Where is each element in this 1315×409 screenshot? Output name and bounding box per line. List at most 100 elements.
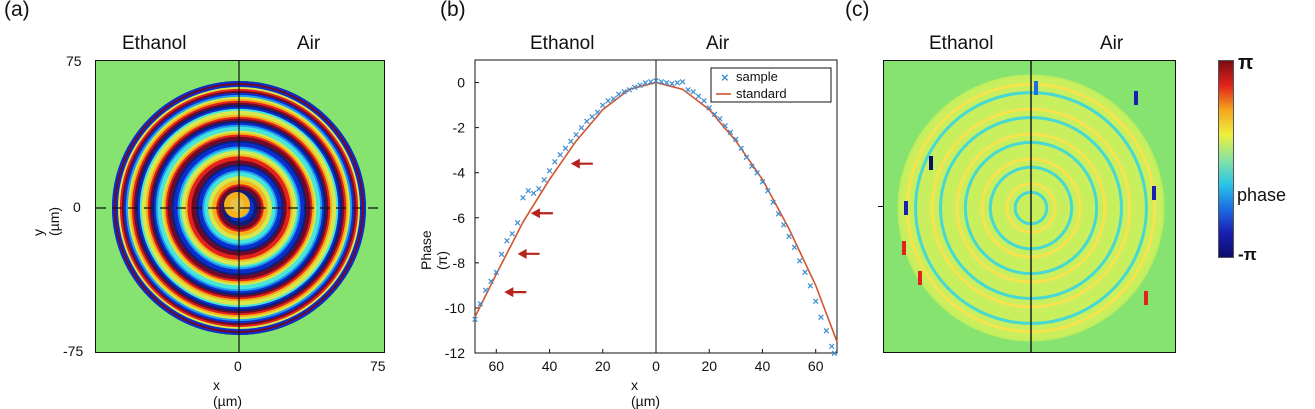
y-tick-label-b: 0 [457, 75, 465, 91]
sample-point: × [701, 96, 707, 108]
y-tick-label-b: -6 [453, 210, 466, 226]
sample-point: × [690, 87, 696, 99]
y-tick-label-b: -8 [453, 255, 466, 271]
x-axis-label-a: x (µm) [213, 377, 243, 409]
series-standard-line [474, 81, 838, 342]
sample-point: × [530, 188, 536, 200]
legend-sample-label: sample [736, 69, 778, 84]
legend-sample-marker: × [721, 70, 729, 85]
sample-point: × [743, 152, 749, 164]
sample-point: × [605, 96, 611, 108]
panel-label-b: (b) [440, 0, 466, 21]
y-axis-label-a: y (µm) [30, 206, 62, 236]
sample-point: × [669, 79, 675, 91]
sample-point: × [823, 325, 829, 337]
sample-point: × [477, 298, 483, 310]
sample-point: × [802, 267, 808, 279]
sample-point: × [573, 129, 579, 141]
panel-label-a: (a) [4, 0, 30, 21]
sample-point: × [562, 143, 568, 155]
x-tick-label-b: 60 [489, 358, 505, 374]
header-ethanol-b: Ethanol [530, 33, 595, 54]
sample-point: × [717, 114, 723, 126]
sample-point: × [578, 123, 584, 135]
sample-point: × [812, 296, 818, 308]
x-tick-label-b: 0 [652, 358, 660, 374]
y-tick-a-bottom: -75 [63, 343, 84, 359]
sample-point: × [642, 78, 648, 90]
sample-point: × [584, 116, 590, 128]
sample-point: × [557, 150, 563, 162]
annotation-arrow [517, 248, 540, 259]
sample-point: × [775, 208, 781, 220]
annotation-arrow [570, 158, 593, 169]
y-tick-label-b: -2 [453, 120, 466, 136]
sample-point: × [589, 111, 595, 123]
left-tick-c [878, 206, 883, 207]
phase-map-a [95, 60, 385, 353]
x-tick-label-b: 20 [595, 358, 611, 374]
y-tick-label-b: -4 [453, 165, 466, 181]
sample-point: × [482, 285, 488, 297]
phase-artifact-c [1144, 291, 1148, 305]
panel-label-c: (c) [845, 0, 870, 21]
ring-core-a [230, 198, 244, 212]
sample-point: × [616, 89, 622, 101]
sample-point: × [749, 161, 755, 173]
sample-point: × [733, 134, 739, 146]
annotation-arrow [504, 287, 527, 298]
sample-point: × [493, 267, 499, 279]
phase-artifact-c [904, 201, 908, 215]
x-tick-label-b: 40 [755, 358, 771, 374]
phase-artifact-c [918, 271, 922, 285]
sample-point: × [722, 120, 728, 132]
sample-point: × [807, 280, 813, 292]
sample-point: × [504, 235, 510, 247]
sample-point: × [621, 87, 627, 99]
x-tick-label-b: 20 [701, 358, 717, 374]
colorbar-top-label: π [1238, 52, 1254, 74]
sample-point: × [637, 80, 643, 92]
sample-point: × [754, 168, 760, 180]
colorbar-bottom-label: -π [1238, 245, 1257, 264]
sample-point: × [759, 177, 765, 189]
sample-point: × [781, 220, 787, 232]
header-ethanol-c: Ethanol [929, 33, 994, 54]
y-tick-a-mid: 0 [73, 199, 81, 215]
sample-point: × [791, 242, 797, 254]
phase-artifact-c [902, 241, 906, 255]
sample-point: × [765, 186, 771, 198]
sample-point: × [663, 78, 669, 90]
sample-point: × [594, 107, 600, 119]
sample-point: × [610, 93, 616, 105]
colorbar-middle-label: phase [1237, 185, 1287, 205]
sample-point: × [706, 102, 712, 114]
phase-artifact-c [929, 156, 933, 170]
sample-point: × [472, 314, 478, 326]
sample-point: × [828, 341, 834, 353]
sample-point: × [679, 76, 685, 88]
y-tick-label-b: -10 [445, 300, 465, 316]
phase-artifact-c [1034, 81, 1038, 95]
sample-point: × [658, 76, 664, 88]
y-tick-a-top: 75 [66, 53, 82, 69]
x-tick-label-b: 60 [808, 358, 824, 374]
sample-point: × [727, 127, 733, 139]
sample-point: × [525, 186, 531, 198]
sample-point: × [695, 91, 701, 103]
sample-point: × [631, 82, 637, 94]
colorbar [1218, 60, 1234, 258]
x-axis-label-b: x (µm) [631, 377, 661, 409]
sample-point: × [685, 84, 691, 96]
plot-frame-b [474, 59, 838, 354]
annotation-arrow [530, 208, 553, 219]
x-tick-a-zero: 0 [234, 358, 242, 374]
sample-point: × [498, 249, 504, 261]
y-tick-label-b: -12 [445, 345, 465, 361]
sample-point: × [770, 197, 776, 209]
y-axis-label-b: Phase (π) [418, 230, 450, 270]
sample-point: × [541, 174, 547, 186]
sample-point: × [536, 183, 542, 195]
sample-point: × [818, 312, 824, 324]
header-ethanol-a: Ethanol [122, 33, 187, 54]
